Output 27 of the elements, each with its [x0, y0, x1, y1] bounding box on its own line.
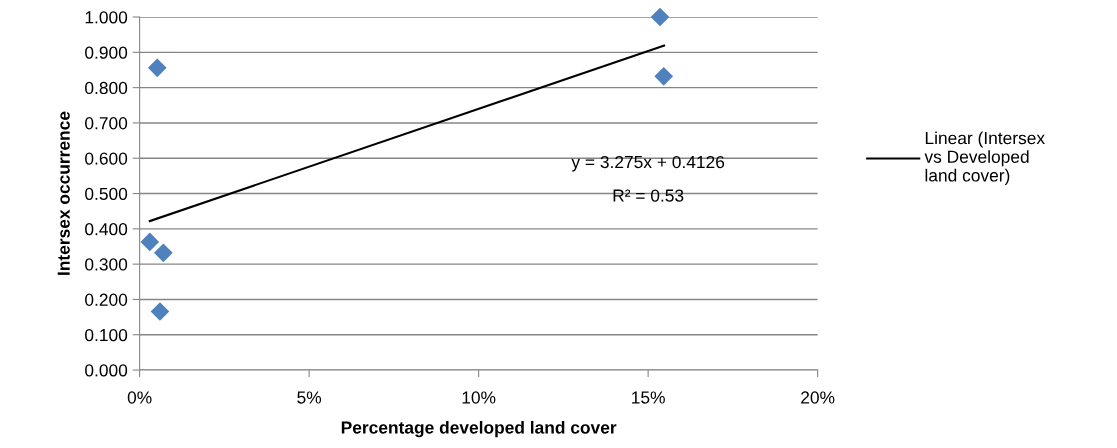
- x-tick-label: 15%: [632, 391, 665, 404]
- annotation: R² = 0.53: [613, 189, 684, 202]
- point: [654, 67, 674, 86]
- x-tick-label: 5%: [297, 391, 322, 404]
- legend-label: Linear (Intersex vs Developed land cover): [924, 131, 1045, 186]
- x-tick-label: 0%: [127, 391, 152, 404]
- point: [140, 232, 160, 252]
- y-tick-label: 0.500: [85, 187, 128, 200]
- point: [147, 58, 167, 78]
- y-tick-label: 1.000: [85, 11, 128, 24]
- y-tick-label: 0.700: [85, 117, 128, 130]
- y-tick-label: 0.300: [85, 258, 128, 271]
- y-tick-label: 0.400: [85, 223, 128, 236]
- y-axis-title: Intersex occurrence: [57, 111, 70, 275]
- x-axis-title: Percentage developed land cover: [341, 420, 617, 438]
- point: [150, 302, 170, 321]
- y-tick-label: 0.800: [85, 81, 128, 95]
- y-tick-label: 0.200: [85, 293, 128, 306]
- y-tick-label: 0.100: [85, 328, 128, 342]
- annotation: y = 3.275x + 0.4126: [571, 155, 725, 172]
- y-tick-label: 0.900: [85, 46, 128, 59]
- y-tick-label: 0.600: [85, 152, 128, 165]
- point: [650, 7, 670, 27]
- x-tick-label: 20%: [801, 391, 835, 404]
- point: [154, 243, 173, 263]
- x-tick-label: 10%: [462, 391, 496, 404]
- y-tick-label: 0.000: [85, 364, 128, 377]
